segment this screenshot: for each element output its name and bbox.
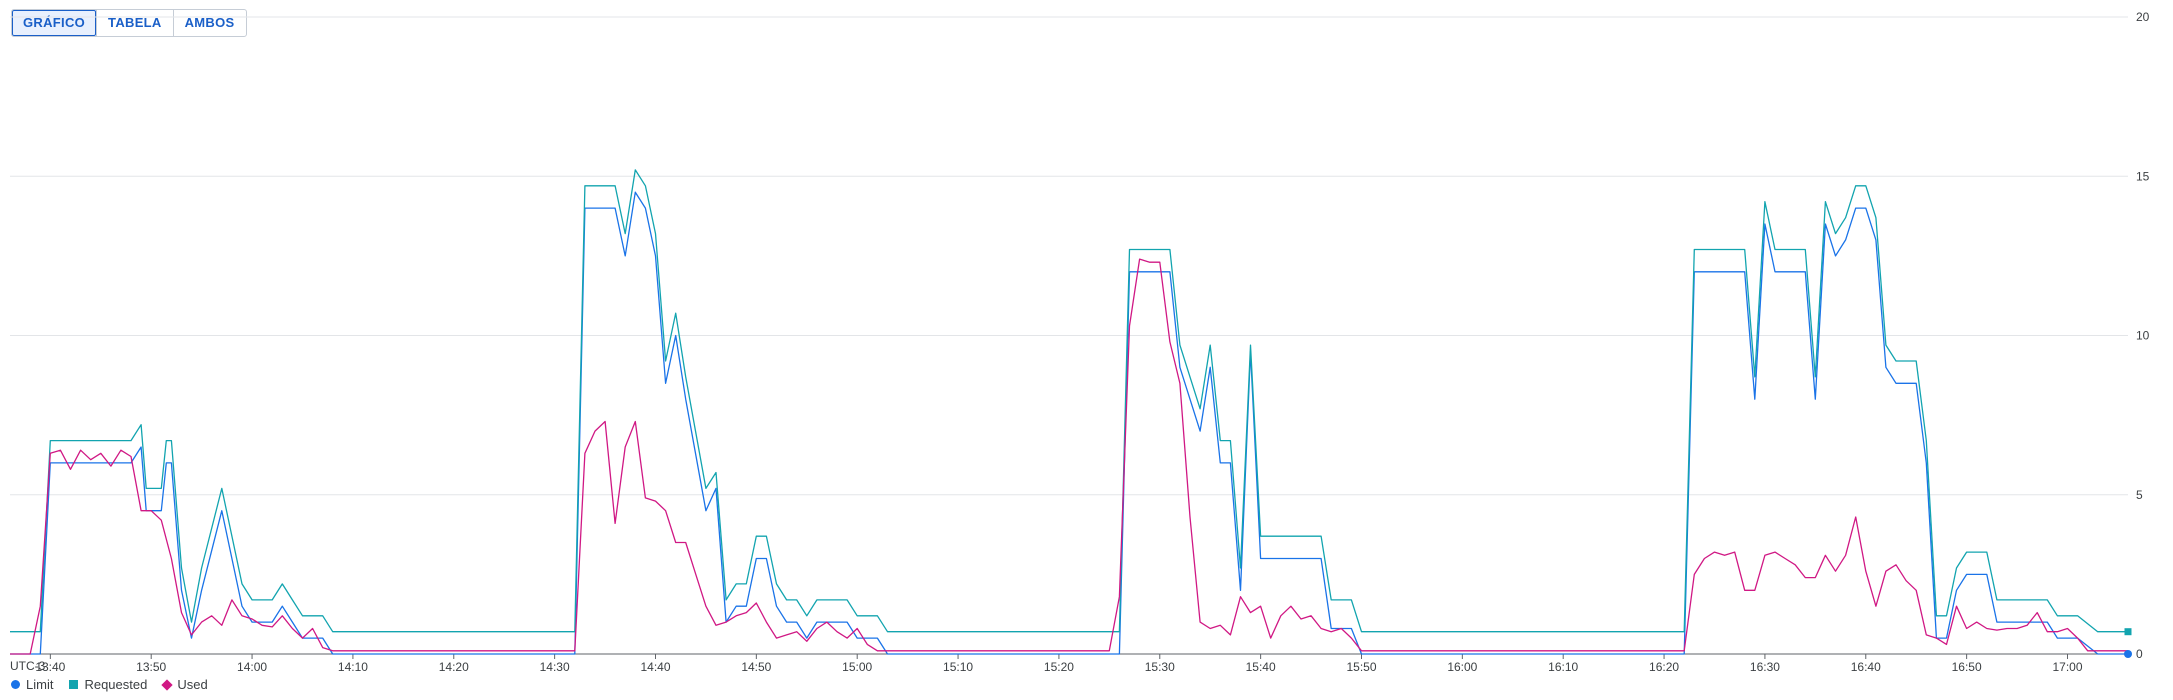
axes: 0 5 10 15 20 UTC-313:40 13:50 14:00 14:10 14:20 14… [10,10,2150,674]
legend-item-limit[interactable]: Limit [11,677,53,692]
limit-legend-marker [11,680,20,689]
x-tick-label: 13:50 [136,660,166,674]
requested-legend-marker [69,680,79,689]
series-line-requested [10,169,2128,633]
x-tick-label: 14:10 [338,660,368,674]
used-legend-marker [161,678,174,691]
timezone-label: UTC-3 [10,659,46,673]
chart-legend: Limit Requested Used [11,677,208,692]
end-marker-requested [2124,628,2132,636]
x-tick-label: 15:00 [842,660,872,674]
x-tick-label: 17:00 [2052,660,2082,674]
tab-grafico[interactable]: GRÁFICO [12,10,97,36]
series-line-limit [10,191,2128,655]
x-tick-label: 15:50 [1346,660,1376,674]
y-tick-label: 15 [2136,169,2150,183]
legend-label-used: Used [177,677,208,692]
y-tick-label: 10 [2136,329,2150,343]
legend-item-used[interactable]: Used [161,677,208,692]
y-tick-label: 5 [2136,488,2143,502]
x-tick-label: 15:10 [943,660,973,674]
y-tick-label: 0 [2136,647,2143,661]
legend-label-limit: Limit [26,677,54,692]
x-tick-label: 14:40 [640,660,670,674]
series-line-used [10,258,2128,655]
x-tick-label: 16:20 [1649,660,1679,674]
tab-ambos[interactable]: AMBOS [172,10,246,36]
x-tick-label: 15:40 [1246,660,1276,674]
x-tick-label: 14:00 [237,660,267,674]
x-tick-label: 15:20 [1044,660,1074,674]
legend-item-requested[interactable]: Requested [69,677,147,692]
x-tick-label: 15:30 [1145,660,1175,674]
x-tick-label: 13:40 [35,660,65,674]
y-tick-label: 20 [2136,10,2150,24]
x-tick-label: 16:00 [1447,660,1477,674]
end-marker-limit [2124,650,2132,658]
x-tick-label: 16:10 [1548,660,1578,674]
series-lines [10,169,2128,655]
view-toggle: GRÁFICO TABELA AMBOS [11,9,247,37]
x-tick-label: 16:50 [1952,660,1982,674]
end-markers [2124,628,2132,658]
x-tick-label: 16:40 [1851,660,1881,674]
gridlines [10,16,2128,496]
x-tick-label: 14:20 [439,660,469,674]
x-tick-label: 14:50 [741,660,771,674]
legend-label-requested: Requested [84,677,148,692]
x-tick-label: 14:30 [540,660,570,674]
tab-tabela[interactable]: TABELA [96,10,173,36]
x-tick-label: 16:30 [1750,660,1780,674]
